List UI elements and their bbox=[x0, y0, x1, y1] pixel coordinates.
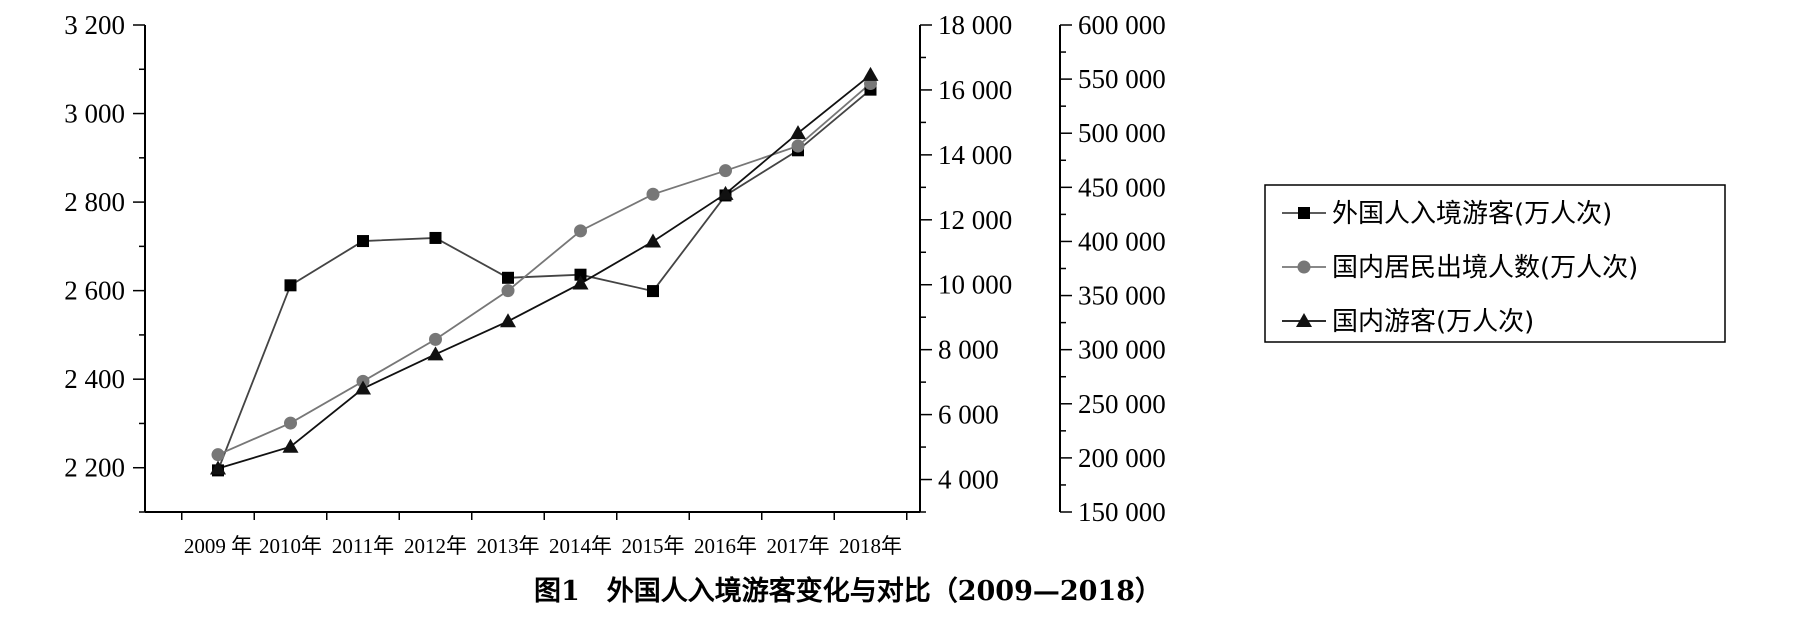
right-axis-tick-label: 500 000 bbox=[1078, 118, 1166, 148]
x-axis-tick-label: 2013年 bbox=[477, 534, 540, 558]
x-axis-tick-label: 2015年 bbox=[622, 534, 685, 558]
x-axis-tick-label: 2014年 bbox=[549, 534, 612, 558]
legend-marker-3 bbox=[1296, 313, 1312, 327]
series-2-point bbox=[429, 332, 442, 346]
left-axis-tick-label: 2 800 bbox=[64, 187, 125, 217]
x-axis-tick-label: 2017年 bbox=[767, 534, 830, 558]
series-2-point bbox=[646, 187, 660, 201]
left-axis-tick-label: 3 000 bbox=[64, 99, 125, 129]
right-axis-tick-label: 300 000 bbox=[1078, 335, 1166, 365]
middle-axis-tick-label: 12 000 bbox=[938, 205, 1012, 235]
right-axis-tick-label: 550 000 bbox=[1078, 64, 1166, 94]
left-axis-tick-label: 3 200 bbox=[64, 10, 125, 40]
middle-axis-tick-label: 18 000 bbox=[938, 10, 1012, 40]
left-axis-tick-label: 2 200 bbox=[64, 453, 125, 483]
x-axis-tick-label: 2018年 bbox=[839, 534, 902, 558]
legend-items: 外国人入境游客(万人次) 国内居民出境人数(万人次) 国内游客(万人次) bbox=[1282, 199, 1638, 337]
series-1-point bbox=[284, 279, 297, 292]
legend-box bbox=[1264, 184, 1726, 343]
legend-marker-2 bbox=[1297, 260, 1311, 274]
legend-label-3: 国内游客(万人次) bbox=[1332, 307, 1534, 337]
series-lines-layer bbox=[217, 74, 872, 471]
series-2-point bbox=[211, 448, 225, 462]
left-axis-tick-label: 2 600 bbox=[64, 276, 125, 306]
series-3-point bbox=[210, 460, 226, 475]
middle-axis-tick-label: 16 000 bbox=[938, 75, 1012, 105]
right-axis-tick-label: 400 000 bbox=[1078, 226, 1166, 256]
right-axis-tick-label: 200 000 bbox=[1078, 443, 1166, 473]
middle-axis-tick-label: 4 000 bbox=[938, 465, 999, 495]
series-1-point bbox=[647, 285, 659, 298]
series-3-point bbox=[645, 233, 661, 248]
series-1-point bbox=[429, 231, 442, 244]
series-line-1 bbox=[217, 88, 872, 471]
right-axis-tick-label: 250 000 bbox=[1078, 389, 1166, 419]
series-markers-layer bbox=[210, 66, 879, 477]
series-3-point bbox=[500, 313, 516, 328]
middle-axis-tick-label: 14 000 bbox=[938, 140, 1012, 170]
series-line-2 bbox=[217, 82, 872, 456]
right-axis-tick-label: 150 000 bbox=[1078, 497, 1166, 527]
middle-axis-tick-label: 10 000 bbox=[938, 270, 1012, 300]
middle-axis-tick-label: 8 000 bbox=[938, 335, 999, 365]
legend-label-2: 国内居民出境人数(万人次) bbox=[1332, 253, 1638, 283]
series-3-point bbox=[427, 346, 444, 361]
series-3-point bbox=[572, 275, 589, 290]
series-2-point bbox=[719, 164, 732, 178]
legend-label-1: 外国人入境游客(万人次) bbox=[1332, 199, 1612, 229]
series-1-point bbox=[502, 271, 514, 284]
series-3-point bbox=[282, 438, 299, 453]
axes-layer: 2 200 2 400 2 600 2 800 3 000 3 200 4 000 6 000… bbox=[64, 10, 1166, 558]
x-axis-tick-label: 2016年 bbox=[694, 534, 757, 558]
series-3-point bbox=[862, 66, 879, 81]
x-axis-tick-label: 2012年 bbox=[404, 534, 467, 558]
x-axis-tick-label: 2009 年 bbox=[184, 534, 252, 558]
series-1-point bbox=[357, 235, 369, 248]
series-2-point bbox=[501, 284, 515, 298]
series-3-point bbox=[717, 185, 734, 200]
right-axis-tick-label: 350 000 bbox=[1078, 281, 1166, 311]
series-1-point bbox=[574, 268, 587, 281]
figure-caption: 图1 外国人入境游客变化与对比（2009—2018） bbox=[534, 575, 1162, 607]
series-3-point bbox=[355, 380, 371, 395]
right-axis-tick-label: 600 000 bbox=[1078, 10, 1166, 40]
legend: 外国人入境游客(万人次) 国内居民出境人数(万人次) 国内游客(万人次) bbox=[1264, 184, 1726, 343]
x-axis-tick-label: 2010年 bbox=[259, 534, 322, 558]
series-3-point bbox=[790, 125, 806, 140]
left-axis-tick-label: 2 400 bbox=[64, 364, 125, 394]
legend-marker-1 bbox=[1298, 207, 1310, 219]
series-2-point bbox=[284, 416, 297, 430]
series-2-point bbox=[574, 224, 587, 238]
middle-axis-tick-label: 6 000 bbox=[938, 400, 999, 430]
right-axis-tick-label: 450 000 bbox=[1078, 172, 1166, 202]
x-axis-tick-label: 2011年 bbox=[332, 534, 394, 558]
series-2-point bbox=[791, 139, 805, 153]
series-line-3 bbox=[217, 74, 872, 470]
